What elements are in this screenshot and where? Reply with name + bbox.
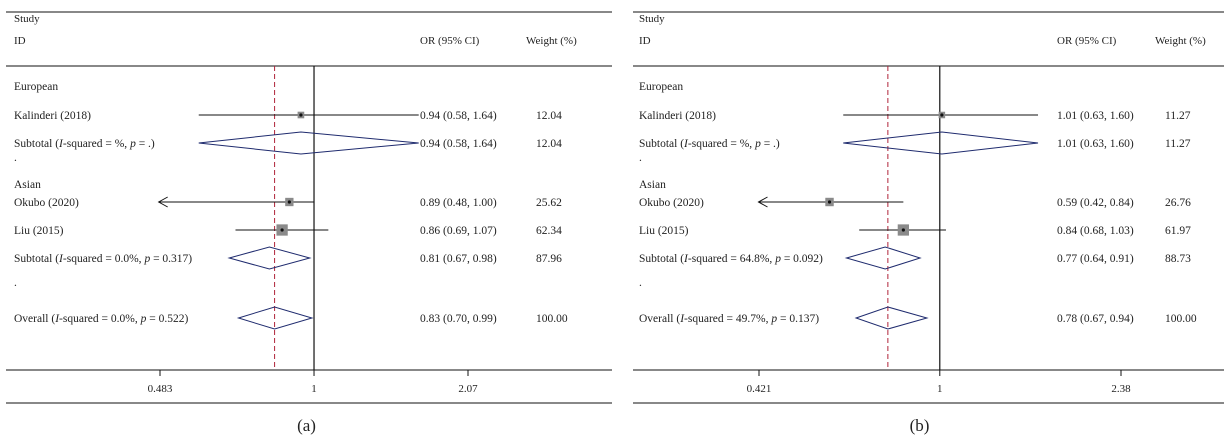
group-label: Asian <box>14 179 41 191</box>
spacer-dot: . <box>639 152 642 164</box>
ci-arrow <box>157 196 168 208</box>
group-label: European <box>14 81 58 93</box>
subtotal-diamond <box>198 131 419 155</box>
x-tick-label: 0.483 <box>148 383 173 395</box>
study-label: Okubo (2020) <box>639 197 704 209</box>
weight-value: 62.34 <box>536 225 562 237</box>
point-estimate <box>940 113 944 117</box>
study-label: Kalinderi (2018) <box>14 110 91 122</box>
weight-value: 25.62 <box>536 197 562 209</box>
or-ci-value: 1.01 (0.63, 1.60) <box>1057 110 1134 122</box>
overall-label: Overall (I-squared = 49.7%, p = 0.137) <box>639 313 819 325</box>
x-tick-label: 2.38 <box>1111 383 1131 395</box>
or-ci-value: 0.94 (0.58, 1.64) <box>420 138 497 150</box>
study-label: Kalinderi (2018) <box>639 110 716 122</box>
subtotal-label: Subtotal (I-squared = 64.8%, p = 0.092) <box>639 253 823 265</box>
weight-value: 12.04 <box>536 138 562 150</box>
header-or: OR (95% CI) <box>420 35 480 47</box>
study-label: Okubo (2020) <box>14 197 79 209</box>
header-weight: Weight (%) <box>1155 35 1206 47</box>
subtotal-diamond <box>843 131 1039 155</box>
weight-value: 11.27 <box>1165 138 1191 150</box>
header-id: ID <box>14 35 26 47</box>
group-label: European <box>639 81 683 93</box>
or-ci-value: 0.77 (0.64, 0.91) <box>1057 253 1134 265</box>
weight-value: 88.73 <box>1165 253 1191 265</box>
caption-a: (a) <box>297 416 316 435</box>
weight-value: 100.00 <box>1165 313 1197 325</box>
or-ci-value: 0.84 (0.68, 1.03) <box>1057 225 1134 237</box>
overall-diamond <box>854 306 929 330</box>
weight-value: 12.04 <box>536 110 562 122</box>
forest-plot-a: Study ID OR (95% CI) Weight (%) 0.483 1 2.07 Eu… <box>6 11 612 435</box>
spacer-dot: . <box>14 277 17 289</box>
x-tick-label: 1 <box>311 383 317 395</box>
x-tick-label: 2.07 <box>458 383 478 395</box>
subtotal-label: Subtotal (I-squared = %, p = .) <box>639 138 780 150</box>
point-estimate <box>901 228 905 232</box>
point-estimate <box>280 228 284 232</box>
header-study: Study <box>14 13 40 25</box>
caption-b: (b) <box>909 416 930 435</box>
or-ci-value: 0.89 (0.48, 1.00) <box>420 197 497 209</box>
overall-diamond <box>236 306 314 330</box>
overall-label: Overall (I-squared = 0.0%, p = 0.522) <box>14 313 188 325</box>
header-or: OR (95% CI) <box>1057 35 1117 47</box>
study-label: Liu (2015) <box>639 225 689 237</box>
header-weight: Weight (%) <box>526 35 577 47</box>
x-tick-label: 1 <box>937 383 943 395</box>
group-label: Asian <box>639 179 666 191</box>
weight-value: 87.96 <box>536 253 562 265</box>
point-estimate <box>287 200 291 204</box>
subtotal-label: Subtotal (I-squared = %, p = .) <box>14 138 155 150</box>
or-ci-value: 0.78 (0.67, 0.94) <box>1057 313 1134 325</box>
spacer-dot: . <box>639 277 642 289</box>
weight-value: 61.97 <box>1165 225 1191 237</box>
point-estimate <box>827 200 832 204</box>
spacer-dot: . <box>14 152 17 164</box>
or-ci-value: 1.01 (0.63, 1.60) <box>1057 138 1134 150</box>
point-estimate <box>299 113 303 117</box>
weight-value: 100.00 <box>536 313 568 325</box>
or-ci-value: 0.94 (0.58, 1.64) <box>420 110 497 122</box>
header-study: Study <box>639 13 665 25</box>
subtotal-diamond <box>227 246 312 270</box>
study-label: Liu (2015) <box>14 225 64 237</box>
weight-value: 26.76 <box>1165 197 1191 209</box>
forest-plot-b: Study ID OR (95% CI) Weight (%) 0.421 1 2.38 Eu… <box>613 0 1226 441</box>
weight-value: 11.27 <box>1165 110 1191 122</box>
ci-arrow <box>757 196 768 208</box>
subtotal-diamond <box>844 246 922 270</box>
forest-plot-b-svg: Study ID OR (95% CI) Weight (%) 0.421 1 2.38 Eu… <box>633 11 1224 404</box>
subtotal-label: Subtotal (I-squared = 0.0%, p = 0.317) <box>14 253 192 265</box>
forest-plot-a-svg: Study ID OR (95% CI) Weight (%) 0.483 1 2.07 Eu… <box>6 11 612 404</box>
header-id: ID <box>639 35 651 47</box>
or-ci-value: 0.86 (0.69, 1.07) <box>420 225 497 237</box>
or-ci-value: 0.81 (0.67, 0.98) <box>420 253 497 265</box>
or-ci-value: 0.83 (0.70, 0.99) <box>420 313 497 325</box>
x-tick-label: 0.421 <box>747 383 772 395</box>
or-ci-value: 0.59 (0.42, 0.84) <box>1057 197 1134 209</box>
